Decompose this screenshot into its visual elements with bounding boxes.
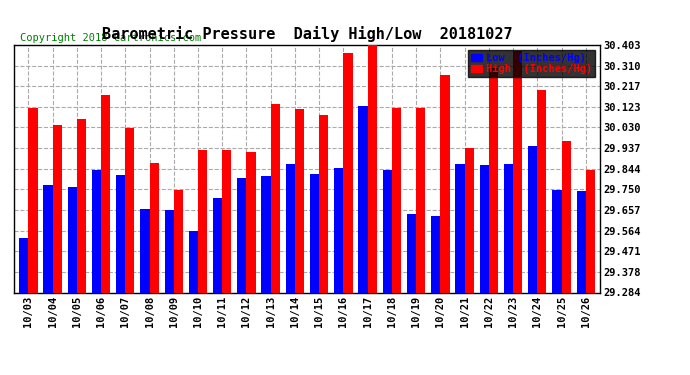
Bar [189, 231, 198, 292]
Bar [552, 190, 562, 292]
Bar [68, 187, 77, 292]
Bar [246, 152, 256, 292]
Bar [528, 146, 538, 292]
Bar [116, 175, 126, 292]
Bar [431, 216, 440, 292]
Bar [383, 170, 392, 292]
Bar [455, 164, 464, 292]
Bar [237, 178, 246, 292]
Bar [140, 209, 150, 292]
Bar [222, 150, 231, 292]
Bar [198, 150, 207, 292]
Bar [416, 108, 425, 292]
Title: Barometric Pressure  Daily High/Low  20181027: Barometric Pressure Daily High/Low 20181… [101, 27, 513, 42]
Bar [52, 125, 62, 292]
Bar [28, 108, 37, 292]
Bar [480, 165, 489, 292]
Bar [295, 110, 304, 292]
Bar [489, 68, 498, 292]
Bar [407, 214, 416, 292]
Bar [174, 190, 183, 292]
Bar [19, 238, 28, 292]
Bar [92, 170, 101, 292]
Bar [538, 90, 546, 292]
Bar [344, 53, 353, 292]
Bar [43, 185, 52, 292]
Bar [319, 115, 328, 292]
Bar [270, 104, 280, 292]
Bar [310, 174, 319, 292]
Bar [77, 119, 86, 292]
Bar [358, 106, 368, 292]
Bar [150, 164, 159, 292]
Bar [126, 128, 135, 292]
Bar [504, 164, 513, 292]
Bar [286, 164, 295, 292]
Bar [577, 191, 586, 292]
Legend: Low  (Inches/Hg), High  (Inches/Hg): Low (Inches/Hg), High (Inches/Hg) [468, 50, 595, 77]
Bar [164, 210, 174, 292]
Bar [262, 176, 270, 292]
Bar [464, 148, 474, 292]
Bar [392, 108, 401, 292]
Bar [101, 95, 110, 292]
Text: Copyright 2018 Cartronics.com: Copyright 2018 Cartronics.com [19, 33, 201, 42]
Bar [562, 141, 571, 292]
Bar [334, 168, 344, 292]
Bar [368, 45, 377, 292]
Bar [213, 198, 222, 292]
Bar [586, 170, 595, 292]
Bar [440, 75, 450, 292]
Bar [513, 51, 522, 292]
